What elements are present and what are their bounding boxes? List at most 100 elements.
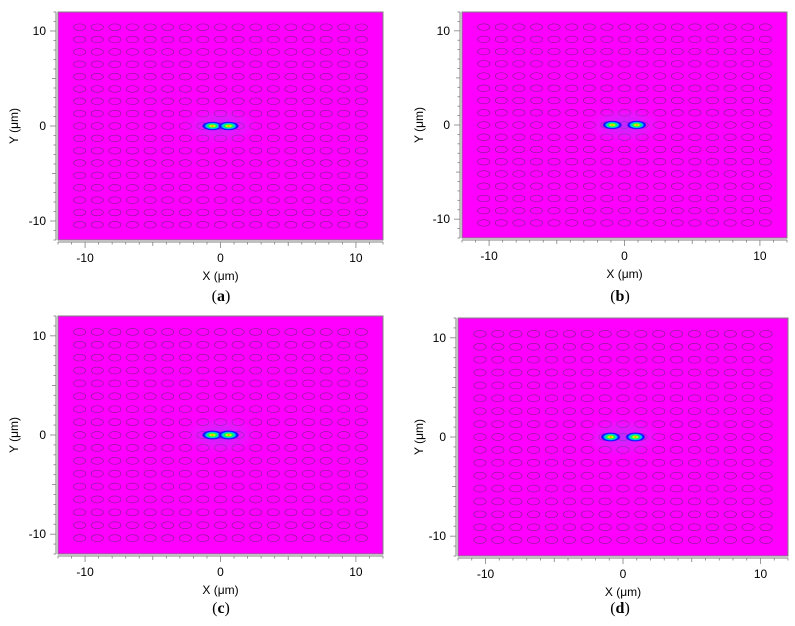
air-hole <box>512 219 526 227</box>
air-hole <box>90 379 104 388</box>
air-hole <box>161 482 175 491</box>
air-hole <box>598 471 612 480</box>
air-hole <box>126 60 139 68</box>
air-hole <box>635 182 649 190</box>
air-hole <box>214 353 227 362</box>
air-hole <box>706 35 719 43</box>
air-hole <box>706 133 719 141</box>
air-hole <box>509 484 523 493</box>
air-hole <box>670 407 684 415</box>
air-hole <box>143 521 157 530</box>
air-hole <box>670 207 684 215</box>
x-tick-label: -10 <box>480 249 498 263</box>
air-hole <box>108 340 122 349</box>
air-hole <box>178 208 192 217</box>
air-hole <box>688 72 702 80</box>
air-hole <box>545 536 558 544</box>
air-hole <box>670 510 684 519</box>
x-tick-label: 0 <box>217 565 224 579</box>
air-hole <box>73 418 87 426</box>
air-hole <box>547 47 561 56</box>
air-hole <box>143 405 157 413</box>
air-hole <box>527 446 541 454</box>
air-hole <box>231 159 245 167</box>
air-hole <box>249 147 263 155</box>
air-hole <box>73 328 87 336</box>
air-hole <box>196 340 210 349</box>
air-hole <box>196 508 210 517</box>
air-hole <box>723 368 737 377</box>
air-hole <box>302 72 315 81</box>
air-hole <box>634 368 648 377</box>
air-hole <box>73 221 87 229</box>
air-hole <box>337 171 351 180</box>
air-hole <box>741 433 755 441</box>
air-hole <box>473 407 487 415</box>
air-hole <box>302 521 315 530</box>
air-hole <box>196 379 210 388</box>
air-hole <box>494 207 508 215</box>
air-hole <box>618 194 631 203</box>
air-hole <box>266 405 280 413</box>
air-hole <box>477 182 491 190</box>
air-hole <box>653 194 667 203</box>
air-hole <box>477 219 491 227</box>
air-hole <box>337 221 351 229</box>
air-hole <box>491 536 505 544</box>
air-hole <box>618 145 631 154</box>
air-hole <box>108 431 122 439</box>
mode-lobe <box>625 432 645 442</box>
air-hole <box>759 523 773 532</box>
air-hole <box>723 72 737 80</box>
air-hole <box>284 431 298 439</box>
air-hole <box>473 381 487 390</box>
air-hole <box>337 97 351 105</box>
air-hole <box>337 353 351 362</box>
air-hole <box>108 97 122 105</box>
air-hole <box>161 366 175 375</box>
air-hole <box>741 459 755 467</box>
x-axis-label: X (μm) <box>606 267 642 281</box>
air-hole <box>126 469 139 478</box>
air-hole <box>178 196 192 204</box>
air-hole <box>477 145 491 154</box>
air-hole <box>509 510 523 519</box>
air-hole <box>545 420 558 428</box>
air-hole <box>600 194 614 203</box>
air-hole <box>90 521 104 530</box>
air-hole <box>565 207 579 215</box>
air-hole <box>178 340 192 349</box>
air-hole <box>108 418 122 426</box>
air-hole <box>670 47 684 56</box>
air-hole <box>758 194 772 203</box>
air-hole <box>688 35 702 43</box>
air-hole <box>565 145 579 154</box>
air-hole <box>214 171 227 180</box>
air-hole <box>214 196 227 204</box>
air-hole <box>491 484 505 493</box>
caption-c: (c) <box>212 600 230 617</box>
air-hole <box>337 340 351 349</box>
air-hole <box>688 510 701 519</box>
air-hole <box>741 207 755 215</box>
air-hole <box>231 353 245 362</box>
air-hole <box>705 355 719 364</box>
air-hole <box>562 536 576 544</box>
air-hole <box>196 171 210 180</box>
air-hole <box>530 121 543 129</box>
air-hole <box>652 510 666 519</box>
air-hole <box>231 97 245 105</box>
air-hole <box>634 484 648 493</box>
mode-lobe <box>627 120 647 130</box>
air-hole <box>723 459 737 467</box>
air-hole <box>723 497 737 506</box>
air-hole <box>231 379 245 388</box>
air-hole <box>337 159 351 167</box>
air-hole <box>545 484 558 493</box>
air-hole <box>582 207 596 215</box>
air-hole <box>126 521 139 530</box>
air-hole <box>319 469 333 478</box>
air-hole <box>477 194 491 203</box>
air-hole <box>126 508 139 517</box>
air-hole <box>688 420 701 428</box>
